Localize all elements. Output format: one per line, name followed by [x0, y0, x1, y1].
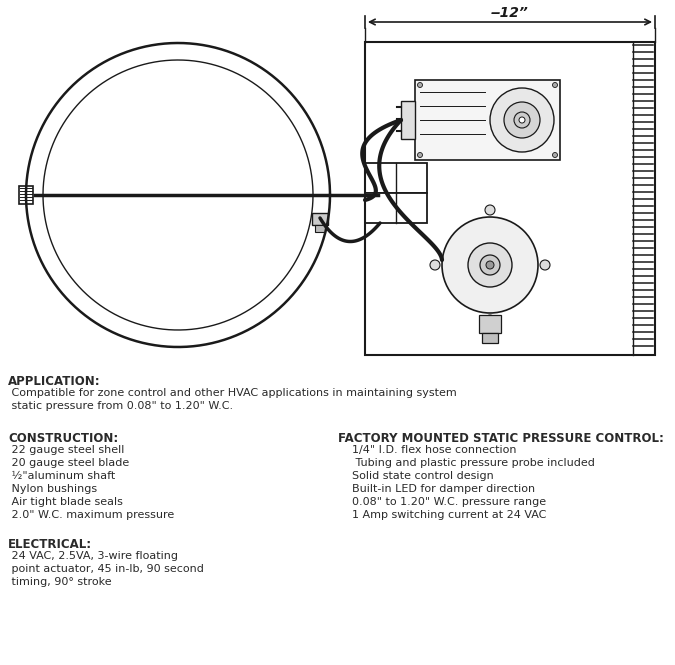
Text: ½"aluminum shaft: ½"aluminum shaft — [8, 471, 115, 481]
Circle shape — [504, 102, 540, 138]
Circle shape — [418, 82, 423, 88]
Text: 22 gauge steel shell: 22 gauge steel shell — [8, 445, 124, 455]
Text: 1/4" I.D. flex hose connection: 1/4" I.D. flex hose connection — [338, 445, 516, 455]
Text: Tubing and plastic pressure probe included: Tubing and plastic pressure probe includ… — [338, 458, 595, 468]
Text: 2.0" W.C. maximum pressure: 2.0" W.C. maximum pressure — [8, 510, 174, 520]
Text: 24 VAC, 2.5VA, 3-wire floating: 24 VAC, 2.5VA, 3-wire floating — [8, 551, 178, 561]
Text: Air tight blade seals: Air tight blade seals — [8, 497, 123, 507]
Circle shape — [553, 152, 558, 158]
Circle shape — [490, 88, 554, 152]
Bar — [479, 315, 501, 333]
Text: Nylon bushings: Nylon bushings — [8, 484, 97, 494]
Text: 20 gauge steel blade: 20 gauge steel blade — [8, 458, 129, 468]
Bar — [482, 333, 498, 343]
Text: Built-in LED for damper direction: Built-in LED for damper direction — [338, 484, 535, 494]
Text: CONSTRUCTION:: CONSTRUCTION: — [8, 432, 118, 445]
Circle shape — [480, 255, 500, 275]
Circle shape — [486, 261, 494, 269]
Bar — [315, 225, 325, 232]
Bar — [365, 193, 427, 223]
Bar — [365, 42, 655, 355]
Text: APPLICATION:: APPLICATION: — [8, 375, 101, 388]
Circle shape — [430, 260, 440, 270]
Text: timing, 90° stroke: timing, 90° stroke — [8, 577, 111, 587]
Circle shape — [418, 152, 423, 158]
Circle shape — [468, 243, 512, 287]
Circle shape — [514, 112, 530, 128]
Circle shape — [519, 117, 525, 123]
Bar — [415, 80, 560, 160]
Text: static pressure from 0.08" to 1.20" W.C.: static pressure from 0.08" to 1.20" W.C. — [8, 401, 233, 411]
Text: 0.08" to 1.20" W.C. pressure range: 0.08" to 1.20" W.C. pressure range — [338, 497, 546, 507]
Text: ELECTRICAL:: ELECTRICAL: — [8, 538, 92, 551]
Text: Compatible for zone control and other HVAC applications in maintaining system: Compatible for zone control and other HV… — [8, 388, 457, 398]
Text: point actuator, 45 in-lb, 90 second: point actuator, 45 in-lb, 90 second — [8, 564, 204, 574]
Text: FACTORY MOUNTED STATIC PRESSURE CONTROL:: FACTORY MOUNTED STATIC PRESSURE CONTROL: — [338, 432, 664, 445]
Bar — [401, 101, 415, 139]
Circle shape — [553, 82, 558, 88]
Bar — [312, 213, 328, 225]
Bar — [365, 163, 427, 193]
Bar — [19, 186, 33, 204]
Text: Solid state control design: Solid state control design — [338, 471, 493, 481]
Text: 1 Amp switching current at 24 VAC: 1 Amp switching current at 24 VAC — [338, 510, 546, 520]
Text: ‒12”: ‒12” — [491, 6, 529, 20]
Circle shape — [540, 260, 550, 270]
Circle shape — [485, 205, 495, 215]
Circle shape — [485, 315, 495, 325]
Circle shape — [442, 217, 538, 313]
